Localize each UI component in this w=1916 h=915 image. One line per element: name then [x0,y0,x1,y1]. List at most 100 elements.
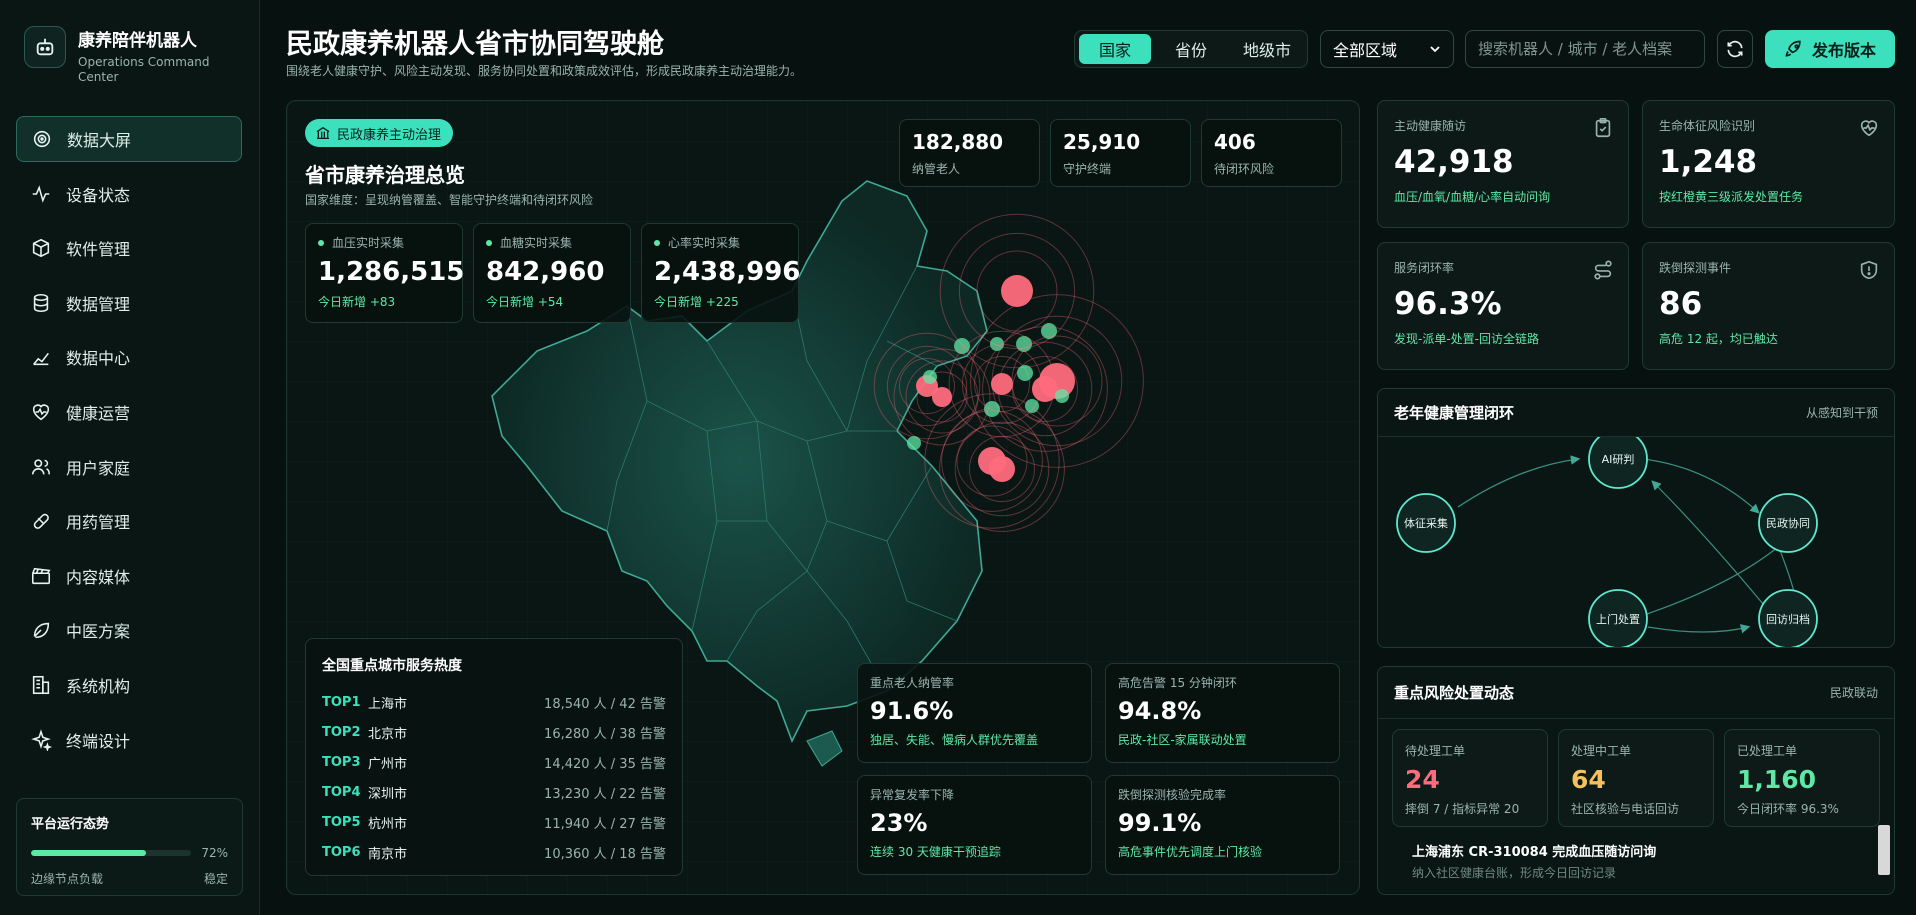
hotspot-ring [976,250,1058,332]
sidebar-item[interactable]: 数据管理 [16,280,242,326]
hotspot-ring [886,345,968,427]
ranking-row[interactable]: TOP2 北京市 16,280 人 / 38 告警 [322,717,666,747]
hotspot-alert[interactable] [1001,275,1033,307]
hotspot-ring [958,232,1076,350]
region-select[interactable]: 全部区域 [1320,30,1454,68]
risk-panel: 重点风险处置动态 民政联动 待处理工单 24 摔倒 7 / 指标异常 20 处理… [1377,666,1895,895]
sidebar-item[interactable]: 中医方案 [16,607,242,653]
glucose-collect-note: 今日新增 +54 [486,295,564,309]
sidebar-item[interactable]: 数据大屏 [16,116,242,162]
total-elders-label: 纳管老人 [912,162,961,176]
sidebar-item-label: 软件管理 [66,240,131,260]
hotspot-ring [873,332,981,440]
hotspot-alert[interactable] [1032,376,1058,402]
hotspot-ring [982,326,1108,452]
building-icon [30,674,52,696]
sidebar-item[interactable]: 系统机构 [16,662,242,708]
hotspot-alert[interactable] [991,373,1013,395]
platform-load-fill [31,850,147,856]
ranking-value: 16,280 人 / 38 告警 [544,726,666,742]
hotspot-ring [905,360,979,434]
publish-button[interactable]: 发布版本 [1765,30,1895,68]
clipboard-check-icon [1595,118,1611,138]
sidebar-item[interactable]: 数据中心 [16,334,242,380]
hotspot-normal[interactable] [1055,389,1069,403]
hotspot-ring [916,371,968,423]
status-dot-icon [654,239,660,246]
sidebar-item[interactable]: 软件管理 [16,225,242,271]
hotspot-alert[interactable] [989,456,1015,482]
hotspot-ring [991,315,1123,447]
sidebar-item[interactable]: 用药管理 [16,498,242,544]
sidebar-item[interactable]: 用户家庭 [16,444,242,490]
fall-event-note: 高危 12 起，均已触达 [1659,332,1778,346]
order-card[interactable]: 待处理工单 24 摔倒 7 / 指标异常 20 [1392,729,1548,827]
heart-collect-value: 2,438,996 [654,257,801,287]
overview-title: 省市康养治理总览 [305,163,465,187]
kpi-note: 民政-社区-家属联动处置 [1118,733,1247,747]
sidebar: 康养陪伴机器人 Operations Command Center 数据大屏 设备… [0,0,260,915]
sidebar-item[interactable]: 设备状态 [16,171,242,217]
ranking-city: 上海市 [368,696,408,712]
loop-node[interactable] [1396,493,1456,553]
hotspot-normal[interactable] [990,337,1004,351]
loop-node[interactable] [1758,589,1818,648]
hotspot-normal[interactable] [1017,365,1033,381]
level-switch: 国家 省份 地级市 [1074,30,1308,68]
sidebar-item[interactable]: 内容媒体 [16,553,242,599]
hotspot-alert[interactable] [932,387,952,407]
risk-feed-title: 上海浦东 CR-310084 完成血压随访问询 [1412,845,1657,860]
loop-node[interactable] [1588,589,1648,648]
loop-node-label: AI研判 [1602,453,1635,466]
hotspot-ring [924,393,1060,529]
ranking-row[interactable]: TOP3 广州市 14,420 人 / 35 告警 [322,747,666,777]
loop-node[interactable] [1588,437,1648,489]
sidebar-item[interactable]: 健康运营 [16,389,242,435]
kpi-note: 连续 30 天健康干预追踪 [870,845,1001,859]
hotspot-normal[interactable] [907,436,921,450]
level-city-button[interactable]: 地级市 [1242,41,1291,60]
risk-feed-item[interactable]: 上海浦东 CR-310084 完成血压随访问询 纳入社区健康台账，形成今日回访记… [1390,841,1894,881]
pulse-icon [30,183,52,205]
level-province-button[interactable]: 省份 [1174,41,1207,60]
followup-note: 血压/血氧/血糖/心率自动问询 [1394,190,1551,204]
glucose-collect-card: 血糖实时采集 842,960 今日新增 +54 [473,223,631,323]
status-dot-icon [486,239,492,246]
ranking-value: 14,420 人 / 35 告警 [544,756,666,772]
hotspot-normal[interactable] [1016,336,1032,352]
ranking-value: 11,940 人 / 27 告警 [544,816,666,832]
ranking-value: 18,540 人 / 42 告警 [544,696,666,712]
hotspot-normal[interactable] [1025,399,1039,413]
sidebar-item-label: 中医方案 [66,622,131,642]
overview-map-panel: 民政康养主动治理 省市康养治理总览 国家维度：呈现纳管覆盖、智能守护终端和待闭环… [286,100,1360,895]
ranking-row[interactable]: TOP5 杭州市 11,940 人 / 27 告警 [322,807,666,837]
kpi-value: 99.1% [1118,809,1202,837]
brand-subtitle: Operations Command Center [78,55,210,84]
region-select-value: 全部区域 [1333,41,1398,60]
target-icon [31,128,53,150]
heart-collect-label: 心率实时采集 [668,236,741,250]
order-card[interactable]: 处理中工单 64 社区核验与电话回访 [1558,729,1714,827]
refresh-button[interactable] [1717,30,1753,68]
hotspot-normal[interactable] [954,338,970,354]
ranking-city: 南京市 [368,846,408,862]
ranking-row[interactable]: TOP6 南京市 10,360 人 / 18 告警 [322,837,666,867]
sidebar-item-label: 数据管理 [66,294,131,314]
hotspot-normal[interactable] [984,401,1000,417]
sidebar-item[interactable]: 终端设计 [16,717,242,763]
ranking-row[interactable]: TOP1 上海市 18,540 人 / 42 告警 [322,687,666,717]
hotspot-normal[interactable] [1041,323,1057,339]
loop-node[interactable] [1758,493,1818,553]
city-ranking-card: 全国重点城市服务热度 TOP1 上海市 18,540 人 / 42 告警 TOP2 北京… [305,638,683,876]
risk-scrollbar[interactable] [1878,825,1890,875]
search-input[interactable] [1465,30,1705,68]
kpi-note: 独居、失能、慢病人群优先覆盖 [870,733,1039,747]
order-card[interactable]: 已处理工单 1,160 今日闭环率 96.3% [1724,729,1880,827]
level-national-button[interactable]: 国家 [1079,34,1151,64]
kpi-card: 重点老人纳管率 91.6% 独居、失能、慢病人群优先覆盖 [857,663,1092,763]
kpi-value: 94.8% [1118,697,1202,725]
heart-collect-note: 今日新增 +225 [654,295,739,309]
hotspot-normal[interactable] [923,370,937,384]
ranking-row[interactable]: TOP4 深圳市 13,230 人 / 22 告警 [322,777,666,807]
